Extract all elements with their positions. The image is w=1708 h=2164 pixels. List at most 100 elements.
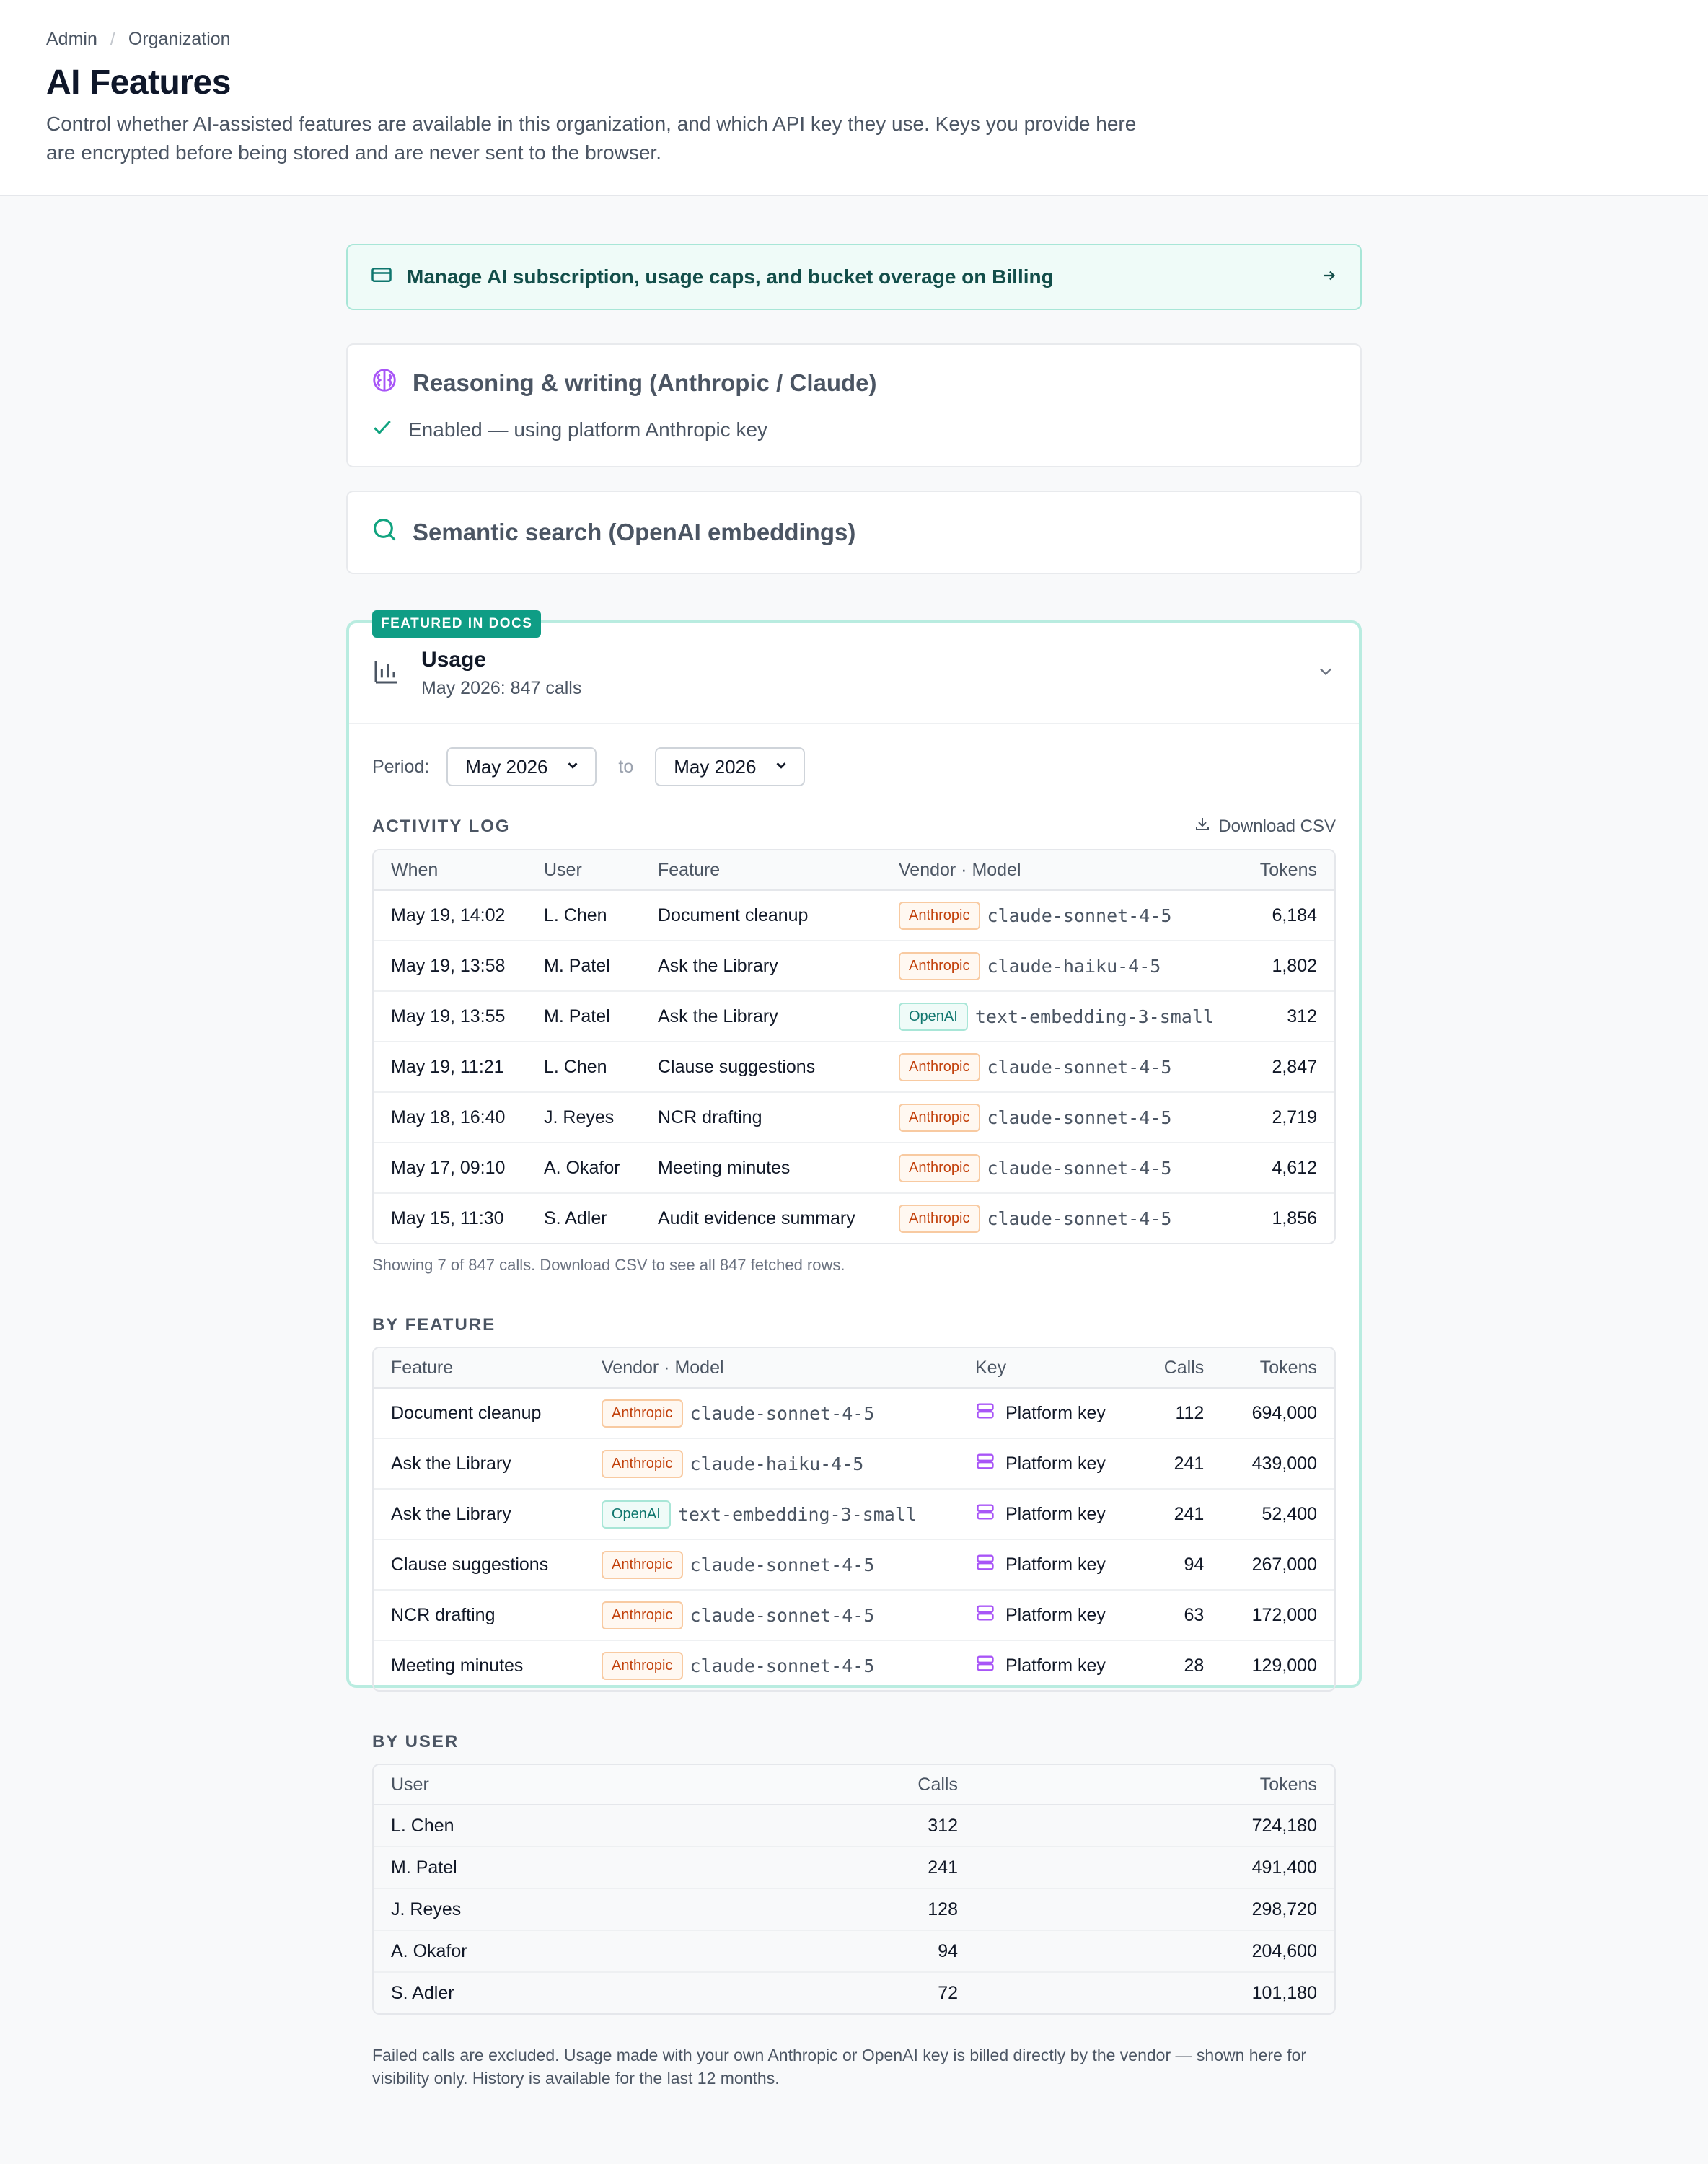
cell-tokens: 172,000 (1221, 1591, 1334, 1641)
cell-tokens: 724,180 (975, 1805, 1334, 1847)
cell-calls: 94 (796, 1931, 975, 1973)
chevron-down-icon[interactable] (1316, 661, 1336, 685)
table-row: A. Okafor 94 204,600 (374, 1931, 1334, 1973)
table-row: May 15, 11:30 S. Adler Audit evidence summ… (374, 1194, 1334, 1243)
cell-key: Platform key (958, 1439, 1137, 1490)
model-name: claude-sonnet-4-5 (987, 1056, 1172, 1078)
column-header: Vendor · Model (584, 1348, 958, 1389)
breadcrumb-separator: / (110, 29, 115, 49)
column-header: Feature (374, 1348, 584, 1389)
cell-calls: 241 (1137, 1490, 1222, 1540)
cell-when: May 19, 13:58 (374, 941, 527, 992)
cell-tokens: 204,600 (975, 1931, 1334, 1973)
cell-feature: Document cleanup (640, 891, 881, 941)
download-csv-button[interactable]: Download CSV (1194, 815, 1336, 837)
cell-feature: NCR drafting (640, 1093, 881, 1143)
model-name: claude-haiku-4-5 (690, 1453, 864, 1474)
check-icon (371, 415, 394, 444)
server-key-icon (975, 1603, 995, 1628)
feature-card-reasoning[interactable]: Reasoning & writing (Anthropic / Claude)… (346, 343, 1362, 467)
model-name: claude-sonnet-4-5 (690, 1604, 875, 1626)
cell-tokens: 6,184 (1240, 891, 1334, 941)
column-header: Feature (640, 850, 881, 891)
table-row: May 19, 13:55 M. Patel Ask the Library Open… (374, 992, 1334, 1042)
feature-title-search: Semantic search (OpenAI embeddings) (413, 519, 856, 545)
cell-key: Platform key (958, 1540, 1137, 1591)
column-header: Tokens (1221, 1348, 1334, 1389)
cell-calls: 241 (796, 1847, 975, 1889)
model-name: claude-sonnet-4-5 (987, 1107, 1172, 1128)
usage-subtitle: May 2026: 847 calls (421, 677, 582, 698)
activity-log-table: When User Feature Vendor · Model Tokens … (372, 849, 1336, 1244)
model-name: claude-sonnet-4-5 (690, 1554, 875, 1575)
table-row: Ask the Library OpenAI text-embedding-3-sm… (374, 1490, 1334, 1540)
cell-feature: Ask the Library (374, 1490, 584, 1540)
vendor-badge: Anthropic (602, 1449, 683, 1478)
breadcrumb: Admin / Organization (46, 29, 1662, 50)
key-label: Platform key (1005, 1604, 1106, 1625)
feature-card-search[interactable]: Semantic search (OpenAI embeddings) (346, 491, 1362, 574)
vendor-badge: Anthropic (899, 1153, 980, 1182)
key-label: Platform key (1005, 1655, 1106, 1676)
period-from-select[interactable]: May 2026 (446, 747, 597, 786)
model-name: text-embedding-3-small (677, 1503, 917, 1525)
column-header: Calls (796, 1765, 975, 1805)
brain-icon (371, 366, 398, 400)
cell-calls: 28 (1184, 1655, 1205, 1676)
chevron-down-icon (565, 756, 581, 778)
main-content: Manage AI subscription, usage caps, and … (346, 244, 1362, 2088)
cell-calls: 312 (796, 1805, 975, 1847)
by-user-title: BY USER (372, 1732, 459, 1751)
model-name: claude-sonnet-4-5 (987, 1157, 1172, 1179)
model-name: claude-sonnet-4-5 (690, 1655, 875, 1676)
cell-key: Platform key (958, 1490, 1137, 1540)
usage-header-toggle[interactable]: Usage May 2026: 847 calls (349, 623, 1359, 724)
table-row: M. Patel 241 491,400 (374, 1847, 1334, 1889)
cell-user: J. Reyes (374, 1889, 796, 1931)
model-name: claude-haiku-4-5 (987, 955, 1161, 977)
breadcrumb-organization[interactable]: Organization (128, 29, 231, 49)
bar-chart-icon (372, 657, 401, 690)
table-row: J. Reyes 128 298,720 (374, 1889, 1334, 1931)
cell-user: A. Okafor (374, 1931, 796, 1973)
cell-feature: Ask the Library (374, 1439, 584, 1490)
usage-footnote: Failed calls are excluded. Usage made wi… (372, 2046, 1307, 2088)
table-row: May 19, 14:02 L. Chen Document cleanup Anth… (374, 891, 1334, 941)
cell-when: May 19, 13:55 (374, 992, 527, 1042)
column-header: Vendor · Model (881, 850, 1241, 891)
feature-title-reasoning: Reasoning & writing (Anthropic / Claude) (413, 369, 877, 396)
table-row: S. Adler 72 101,180 (374, 1973, 1334, 2013)
vendor-badge: Anthropic (899, 901, 980, 930)
period-to-select[interactable]: May 2026 (655, 747, 806, 786)
cell-vendor-model: Anthropic claude-sonnet-4-5 (584, 1540, 958, 1591)
cell-user: L. Chen (374, 1805, 796, 1847)
breadcrumb-admin[interactable]: Admin (46, 29, 97, 49)
table-row: Ask the Library Anthropic claude-haiku-4-5… (374, 1439, 1334, 1490)
cell-calls: 112 (1137, 1389, 1222, 1439)
by-feature-title: BY FEATURE (372, 1315, 496, 1334)
cell-tokens: 439,000 (1221, 1439, 1334, 1490)
cell-when: May 19, 14:02 (374, 891, 527, 941)
by-user-table: User Calls Tokens L. Chen 312 724,180 M. Pa… (372, 1764, 1336, 2015)
cell-vendor-model: Anthropic claude-sonnet-4-5 (881, 1143, 1241, 1194)
server-key-icon (975, 1552, 995, 1578)
cell-when: May 17, 09:10 (374, 1143, 527, 1194)
server-key-icon (975, 1653, 995, 1679)
cell-vendor-model: Anthropic claude-sonnet-4-5 (584, 1641, 958, 1690)
cell-key: Platform key (958, 1641, 1137, 1690)
column-header: Calls (1137, 1348, 1222, 1389)
cell-user: L. Chen (527, 891, 640, 941)
cell-vendor-model: Anthropic claude-sonnet-4-5 (881, 1093, 1241, 1143)
cell-vendor-model: Anthropic claude-sonnet-4-5 (881, 891, 1241, 941)
chevron-down-icon (773, 756, 789, 778)
key-label: Platform key (1005, 1503, 1106, 1524)
activity-log-footnote: Showing 7 of 847 calls. Download CSV to … (372, 1256, 845, 1274)
billing-banner-link[interactable]: Manage AI subscription, usage caps, and … (346, 244, 1362, 310)
usage-card: FEATURED IN DOCS Usage May 2026: 847 cal… (346, 610, 1362, 2088)
table-row: May 18, 16:40 J. Reyes NCR drafting Anthrop… (374, 1093, 1334, 1143)
cell-vendor-model: Anthropic claude-sonnet-4-5 (881, 1042, 1241, 1093)
cell-user: M. Patel (527, 941, 640, 992)
arrow-right-icon (1321, 265, 1337, 289)
column-header: User (527, 850, 640, 891)
server-key-icon (975, 1451, 995, 1477)
